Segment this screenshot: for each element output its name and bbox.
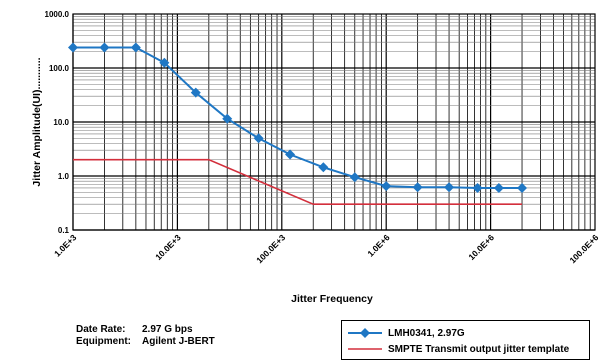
equipment-label: Equipment: — [76, 336, 131, 347]
legend-label-lmh0341: LMH0341, 2.97G — [388, 327, 465, 339]
x-tick-label: 10.0E+6 — [466, 232, 496, 262]
legend-swatch-line — [348, 342, 382, 356]
chart-legend: LMH0341, 2.97G SMPTE Transmit output jit… — [341, 320, 590, 360]
x-tick-label: 1.0E+3 — [52, 232, 78, 258]
x-tick-label: 1.0E+6 — [365, 232, 391, 258]
x-tick-label: 10.0E+3 — [153, 232, 183, 262]
legend-swatch-diamond-line — [348, 326, 382, 340]
data-point — [472, 182, 483, 193]
data-point — [253, 133, 264, 144]
chart-grid — [72, 14, 595, 231]
data-point — [381, 181, 392, 192]
y-tick-label: 0.1 — [58, 226, 70, 235]
y-tick-label: 1.0 — [58, 172, 70, 181]
data-rate-label: Date Rate: — [76, 324, 126, 335]
series-layer — [68, 42, 528, 205]
x-axis-title: Jitter Frequency — [291, 293, 373, 305]
test-info: Date Rate: 2.97 G bps Equipment: Agilent… — [76, 324, 215, 348]
data-point — [444, 182, 455, 193]
data-point — [190, 87, 201, 98]
data-point — [318, 162, 329, 173]
data-point — [285, 149, 296, 160]
y-tick-label: 1000.0 — [45, 10, 70, 19]
data-point — [222, 113, 233, 124]
y-axis-title: Jitter Amplitude(UI)........... — [31, 57, 43, 186]
y-tick-label: 100.0 — [49, 64, 70, 73]
data-point — [349, 172, 360, 183]
data-rate-value: 2.97 G bps — [142, 324, 193, 335]
data-point — [68, 42, 78, 53]
x-tick-label: 100.0E+3 — [254, 232, 287, 265]
legend-label-smpte: SMPTE Transmit output jitter template — [388, 343, 570, 355]
data-point — [130, 42, 141, 53]
data-point — [517, 182, 528, 193]
plot-frame — [72, 13, 596, 231]
equipment-value: Agilent J-BERT — [142, 336, 215, 347]
y-tick-label: 10.0 — [53, 118, 69, 127]
series-line-0 — [73, 46, 522, 189]
x-tick-label: 100.0E+6 — [567, 232, 600, 265]
data-point — [493, 182, 504, 193]
series-line-1 — [73, 158, 522, 205]
data-point — [99, 42, 110, 53]
data-point — [412, 182, 423, 193]
legend-item-smpte: SMPTE Transmit output jitter template — [342, 342, 569, 356]
data-point — [159, 57, 170, 68]
legend-item-lmh0341: LMH0341, 2.97G — [342, 326, 465, 340]
